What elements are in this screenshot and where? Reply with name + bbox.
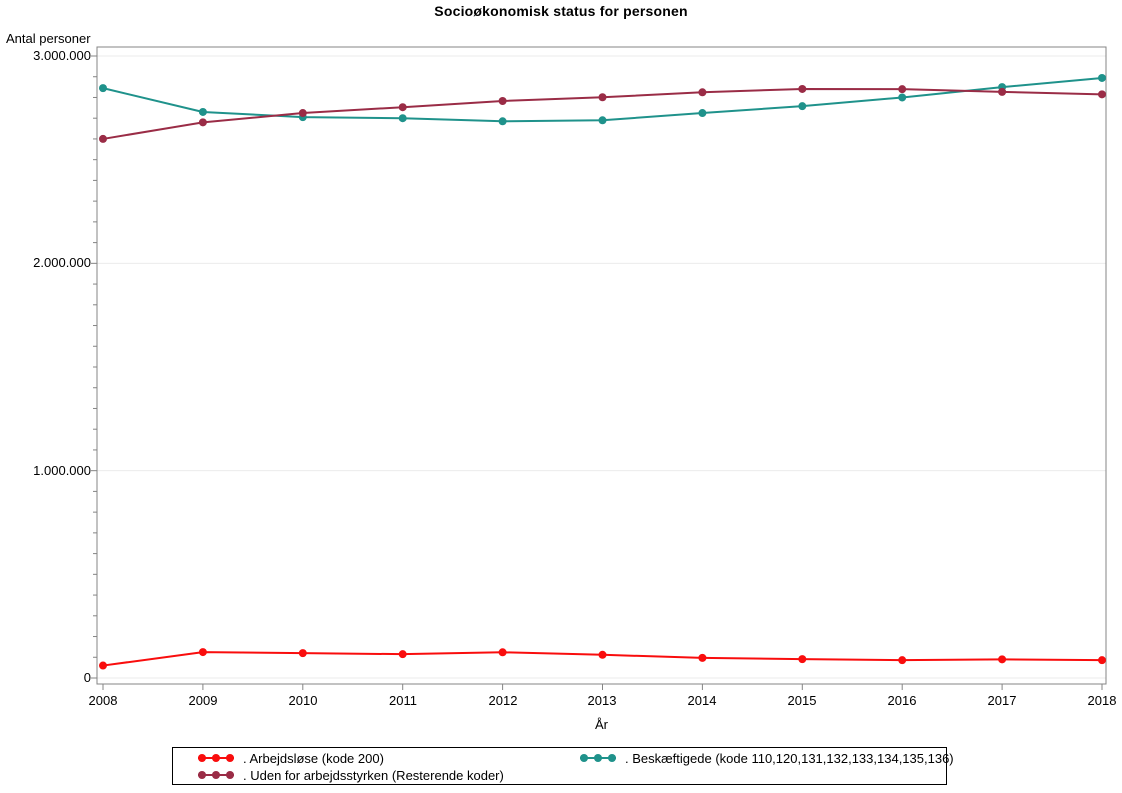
y-tick-label: 2.000.000 bbox=[33, 255, 91, 270]
data-point bbox=[798, 102, 807, 111]
x-tick-label: 2016 bbox=[887, 693, 917, 708]
x-tick-label: 2013 bbox=[587, 693, 617, 708]
x-tick-label: 2018 bbox=[1087, 693, 1117, 708]
data-point bbox=[998, 655, 1007, 664]
y-tick-label: 0 bbox=[83, 670, 91, 685]
data-point bbox=[1098, 656, 1106, 665]
data-point bbox=[498, 117, 507, 126]
legend-item-arbejdsloese: . Arbejdsløse (kode 200) bbox=[197, 750, 384, 766]
data-point bbox=[898, 656, 907, 665]
x-tick-label: 2015 bbox=[787, 693, 817, 708]
data-point bbox=[298, 109, 307, 118]
data-point bbox=[498, 96, 507, 105]
data-point bbox=[198, 107, 207, 116]
data-point bbox=[1098, 90, 1106, 99]
x-tick-label: 2011 bbox=[389, 693, 417, 708]
data-point bbox=[398, 650, 407, 659]
chart-title: Socioøkonomisk status for personen bbox=[434, 3, 688, 19]
data-point bbox=[498, 648, 507, 657]
legend-marker-arbejdsloese bbox=[197, 753, 235, 763]
y-tick-label: 1.000.000 bbox=[33, 463, 91, 478]
data-point bbox=[698, 109, 707, 118]
data-point bbox=[798, 655, 807, 664]
data-point bbox=[99, 661, 107, 670]
x-tick-label: 2008 bbox=[88, 693, 118, 708]
data-point bbox=[698, 88, 707, 97]
data-point bbox=[1098, 73, 1106, 82]
data-point bbox=[698, 653, 707, 662]
legend-box: . Arbejdsløse (kode 200) . Beskæftigede … bbox=[172, 747, 954, 785]
y-axis-title: Antal personer bbox=[6, 31, 91, 46]
data-point bbox=[99, 84, 107, 93]
legend-item-beskaeftigede: . Beskæftigede (kode 110,120,131,132,133… bbox=[579, 750, 954, 766]
y-tick-label: 3.000.000 bbox=[33, 48, 91, 63]
data-point bbox=[998, 87, 1007, 96]
x-tick-label: 2017 bbox=[987, 693, 1017, 708]
x-tick-label: 2010 bbox=[288, 693, 318, 708]
legend-label: . Arbejdsløse (kode 200) bbox=[243, 750, 384, 766]
legend-marker-beskaeftigede bbox=[579, 753, 617, 763]
data-point bbox=[99, 134, 107, 143]
plot-frame bbox=[96, 46, 1107, 685]
data-point bbox=[898, 85, 907, 94]
x-tick-label: 2012 bbox=[488, 693, 518, 708]
data-point bbox=[798, 84, 807, 93]
x-tick-label: 2009 bbox=[188, 693, 218, 708]
legend-marker-uden-for-arbejdsstyrken bbox=[197, 770, 235, 780]
data-point bbox=[898, 93, 907, 102]
x-tick-label: 2014 bbox=[687, 693, 717, 708]
legend-label: . Beskæftigede (kode 110,120,131,132,133… bbox=[625, 750, 954, 766]
legend-item-uden-for-arbejdsstyrken: . Uden for arbejdsstyrken (Resterende ko… bbox=[197, 767, 504, 783]
data-point bbox=[398, 103, 407, 112]
x-axis-title: År bbox=[595, 717, 608, 732]
data-point bbox=[198, 118, 207, 127]
data-point bbox=[398, 114, 407, 123]
data-point bbox=[598, 116, 607, 125]
data-point bbox=[598, 93, 607, 102]
legend-label: . Uden for arbejdsstyrken (Resterende ko… bbox=[243, 767, 504, 783]
data-point bbox=[198, 648, 207, 657]
data-point bbox=[298, 649, 307, 658]
data-point bbox=[598, 650, 607, 659]
